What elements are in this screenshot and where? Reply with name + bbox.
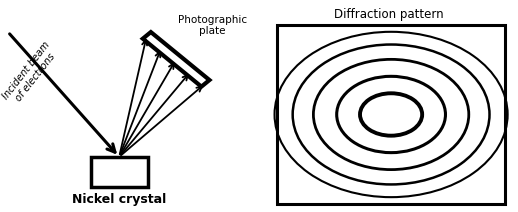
Text: Nickel crystal: Nickel crystal (72, 193, 166, 206)
Polygon shape (143, 32, 209, 87)
Text: Diffraction pattern: Diffraction pattern (334, 8, 443, 21)
Text: Incident beam
of electrons: Incident beam of electrons (1, 40, 61, 109)
Text: Photographic
plate: Photographic plate (178, 15, 247, 36)
Polygon shape (277, 25, 505, 204)
FancyBboxPatch shape (91, 157, 148, 187)
